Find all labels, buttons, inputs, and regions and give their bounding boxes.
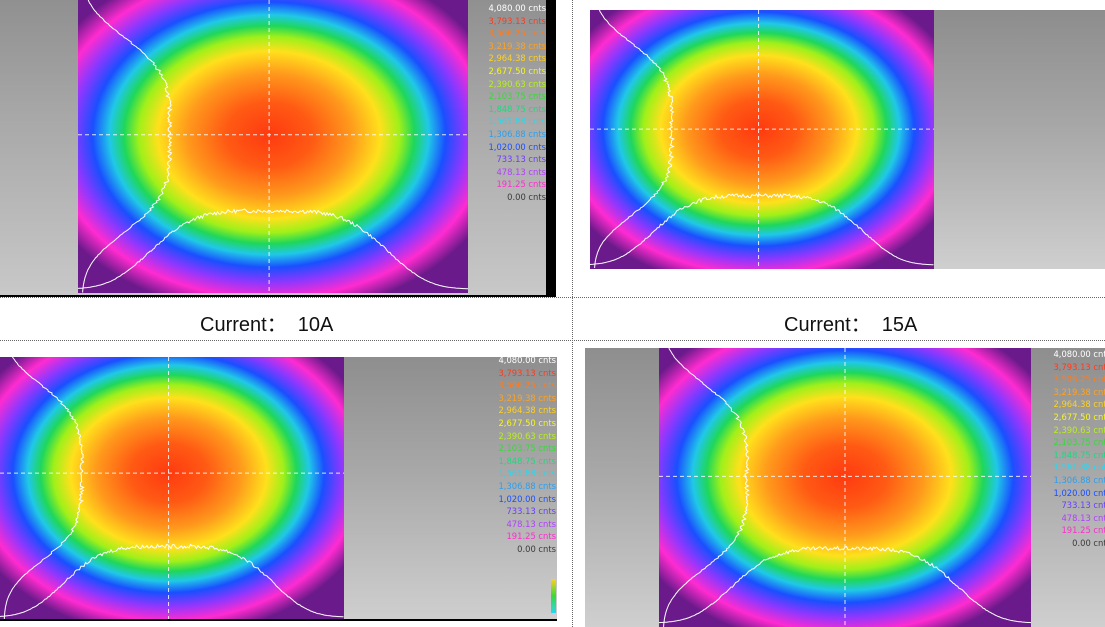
legend-entry: 1,020.00 cnts — [488, 141, 546, 152]
beam-svg — [0, 357, 344, 621]
legend-entry: 478.13 cnts — [506, 518, 556, 529]
legend-entry: 1,306.88 cnts — [498, 480, 556, 491]
intensity-legend: 4,080.00 cnts 3,793.13 cnts 3,506.25 cnts3… — [1035, 348, 1105, 550]
legend-entry: 733.13 cnts — [506, 506, 556, 517]
beam-profile-top-left: 4,080.00 cnts 3,793.13 cnts 3,506.25 cnts 3… — [0, 0, 571, 297]
beam-image — [590, 10, 934, 269]
beam-profile-bottom-right: 4,080.00 cnts 3,793.13 cnts 3,506.25 cnts3… — [573, 341, 1105, 627]
legend-entry: 1,848.75 cnts — [488, 103, 546, 114]
legend-entry: 2,677.50 cnts — [1053, 411, 1105, 422]
legend-entry: 2,677.50 cnts — [488, 65, 546, 76]
caption-current-10a: Current： 10A — [200, 314, 334, 336]
legend-entry: 2,390.63 cnts — [1053, 424, 1105, 435]
legend-entry: 3,219.38 cnts — [1053, 386, 1105, 397]
palette-bar — [551, 579, 556, 613]
caption-current-15a: Current： 15A — [784, 314, 918, 336]
legend-entry: 2,103.75 cnts — [498, 443, 556, 454]
legend-entry: 191.25 cnts — [496, 179, 546, 190]
legend-entry: 2,964.38 cnts — [488, 53, 546, 64]
legend-entry: 3,793.13 cnts — [498, 367, 556, 378]
legend-entry: 3,506.25 cnts — [498, 380, 556, 391]
legend-entry: 1,306.88 cnts — [488, 128, 546, 139]
legend-entry: 3,793.13 cnts — [1053, 361, 1105, 372]
grid-line-horizontal-top — [0, 297, 1105, 298]
beam-image — [0, 357, 344, 621]
caption-row: Current： 10A Current： 15A — [0, 298, 1105, 340]
divider-bar — [0, 619, 557, 621]
divider-bar — [0, 295, 556, 297]
beam-profile-bottom-left: 4,080.00 cnts 3,793.13 cnts 3,506.25 cnts 3… — [0, 341, 571, 627]
legend-entry: 3,219.38 cnts — [498, 392, 556, 403]
beam-svg — [78, 0, 468, 293]
legend-entry: 191.25 cnts — [506, 531, 556, 542]
legend-entry: 3,793.13 cnts — [488, 15, 546, 26]
legend-entry: 1,306.88 cnts — [1053, 474, 1105, 485]
legend-entry: 2,964.38 cnts — [498, 405, 556, 416]
legend-entry: 4,080.00 cnts — [488, 3, 546, 13]
legend-entry: 191.25 cnts — [1061, 525, 1105, 536]
legend-entry: 2,103.75 cnts — [1053, 437, 1105, 448]
legend-entry: 3,506.25 cnts — [1053, 374, 1105, 385]
legend-entry: 0.00 cnts — [507, 191, 546, 202]
legend-entry: 2,390.63 cnts — [488, 78, 546, 89]
legend-entry: 1,561.88 cnts — [488, 116, 546, 127]
legend-entry: 3,506.25 cnts — [488, 28, 546, 39]
camera-view-bottom-left: 4,080.00 cnts 3,793.13 cnts 3,506.25 cnts 3… — [0, 357, 557, 621]
beam-svg — [590, 10, 934, 269]
legend-entry: 0.00 cnts — [1072, 537, 1105, 548]
grid-line-vertical — [572, 0, 573, 627]
camera-view-top-left: 4,080.00 cnts 3,793.13 cnts 3,506.25 cnts 3… — [0, 0, 556, 295]
legend-entry: 1,561.88 cnts — [498, 468, 556, 479]
legend-entry: 733.13 cnts — [496, 154, 546, 165]
legend-entry: 1,848.75 cnts — [1053, 449, 1105, 460]
legend-entry: 1,020.00 cnts — [498, 493, 556, 504]
legend-entry: 4,080.00 cnts — [1053, 349, 1105, 359]
beam-image — [659, 348, 1031, 627]
camera-view-bottom-right: 4,080.00 cnts 3,793.13 cnts 3,506.25 cnts3… — [585, 348, 1105, 627]
legend-entry: 4,080.00 cnts — [498, 357, 556, 365]
border-bar — [546, 0, 556, 295]
legend-entry: 2,390.63 cnts — [498, 430, 556, 441]
legend-entry: 2,964.38 cnts — [1053, 399, 1105, 410]
legend-entry: 2,677.50 cnts — [498, 417, 556, 428]
legend-entry: 1,848.75 cnts — [498, 455, 556, 466]
beam-svg — [659, 348, 1031, 627]
legend-entry: 1,020.00 cnts — [1053, 487, 1105, 498]
legend-entry: 478.13 cnts — [1061, 512, 1105, 523]
legend-entry: 1,561.88 cnts — [1053, 462, 1105, 473]
legend-entry: 2,103.75 cnts — [488, 91, 546, 102]
grid-line-horizontal-bottom — [0, 340, 1105, 341]
legend-entry: 0.00 cnts — [517, 543, 556, 554]
legend-entry: 733.13 cnts — [1061, 500, 1105, 511]
legend-entry: 3,219.38 cnts — [488, 40, 546, 51]
beam-image — [78, 0, 468, 293]
legend-entry: 478.13 cnts — [496, 166, 546, 177]
